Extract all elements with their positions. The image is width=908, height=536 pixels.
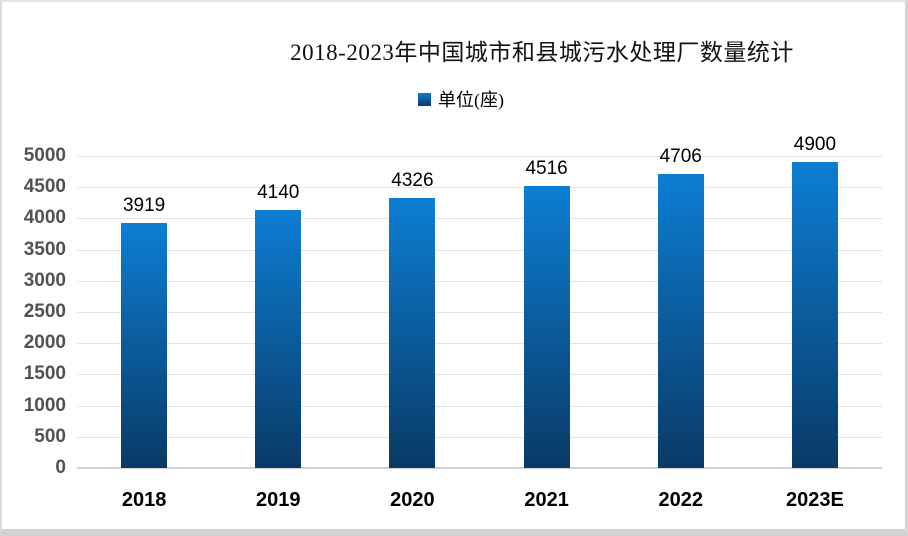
gridline [77,187,882,189]
bar-2019 [255,209,302,468]
y-tick-label: 4000 [23,207,66,229]
y-tick-label: 3500 [23,238,66,260]
x-tick-label: 2020 [390,489,435,511]
x-tick-label: 2021 [524,489,569,511]
legend: 单位(座) [418,86,504,112]
gridline [77,374,882,376]
y-tick-label: 2500 [23,301,66,322]
x-tick-label: 2023E [785,489,844,511]
y-tick-label: 5000 [23,145,66,166]
gridline [77,343,882,345]
bar-2020 [389,198,436,468]
gridline [77,280,882,282]
y-tick-label: 2000 [23,332,66,354]
y-tick-label: 1500 [23,363,66,385]
gridline [77,312,882,313]
gridline [77,156,882,157]
y-tick-label: 1000 [23,394,66,416]
gridline [77,436,882,438]
bar-2021 [523,186,570,468]
chart-title: 2018-2023年中国城市和县城污水处理厂数量统计 [290,40,794,65]
y-tick-label: 500 [34,425,66,447]
bar-value-label: 4900 [793,134,837,156]
gridline [77,405,882,407]
x-tick-label: 2022 [658,489,704,511]
gridline [77,218,882,220]
x-tick-label: 2019 [256,489,301,511]
legend-label: 单位(座) [438,90,504,110]
x-axis-line [77,467,882,469]
y-tick-label: 0 [55,457,66,478]
bar-value-label: 4516 [525,158,568,180]
bar-2018 [121,223,168,468]
bar-2022 [657,174,704,468]
bar-value-label: 4140 [257,181,300,203]
bar-value-label: 3919 [122,195,166,217]
gridline [77,249,882,251]
bar-value-label: 4706 [659,146,702,168]
y-tick-label: 4500 [23,176,66,198]
bar-2023E [791,162,838,468]
y-tick-label: 3000 [23,269,66,291]
x-tick-label: 2018 [121,489,167,511]
bar-value-label: 4326 [391,170,434,192]
legend-swatch-icon [418,92,431,106]
